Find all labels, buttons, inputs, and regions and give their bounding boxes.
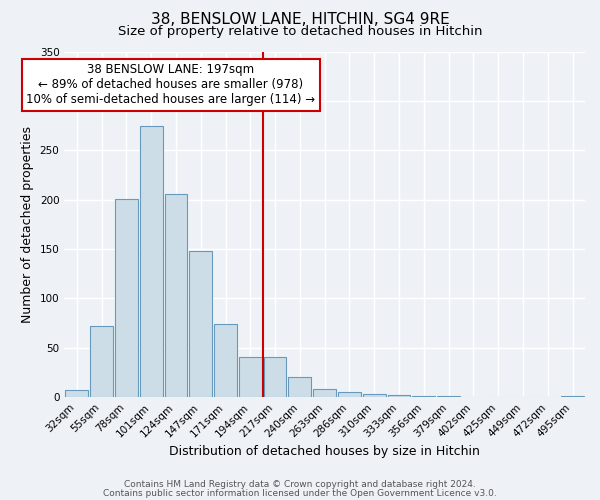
Text: Size of property relative to detached houses in Hitchin: Size of property relative to detached ho… bbox=[118, 25, 482, 38]
Bar bbox=[338, 392, 361, 397]
Bar bbox=[164, 194, 187, 397]
Bar bbox=[190, 251, 212, 397]
Y-axis label: Number of detached properties: Number of detached properties bbox=[21, 126, 34, 323]
Bar bbox=[263, 356, 286, 397]
Bar bbox=[289, 378, 311, 397]
Text: Contains public sector information licensed under the Open Government Licence v3: Contains public sector information licen… bbox=[103, 488, 497, 498]
Bar bbox=[388, 395, 410, 397]
Bar bbox=[313, 390, 336, 397]
Bar bbox=[437, 396, 460, 397]
Bar bbox=[239, 356, 262, 397]
Bar bbox=[115, 198, 138, 397]
Text: 38 BENSLOW LANE: 197sqm
← 89% of detached houses are smaller (978)
10% of semi-d: 38 BENSLOW LANE: 197sqm ← 89% of detache… bbox=[26, 64, 316, 106]
X-axis label: Distribution of detached houses by size in Hitchin: Distribution of detached houses by size … bbox=[169, 444, 480, 458]
Bar bbox=[65, 390, 88, 397]
Bar bbox=[140, 126, 163, 397]
Bar bbox=[363, 394, 386, 397]
Bar bbox=[561, 396, 584, 397]
Bar bbox=[214, 324, 237, 397]
Text: 38, BENSLOW LANE, HITCHIN, SG4 9RE: 38, BENSLOW LANE, HITCHIN, SG4 9RE bbox=[151, 12, 449, 28]
Text: Contains HM Land Registry data © Crown copyright and database right 2024.: Contains HM Land Registry data © Crown c… bbox=[124, 480, 476, 489]
Bar bbox=[90, 326, 113, 397]
Bar bbox=[412, 396, 435, 397]
